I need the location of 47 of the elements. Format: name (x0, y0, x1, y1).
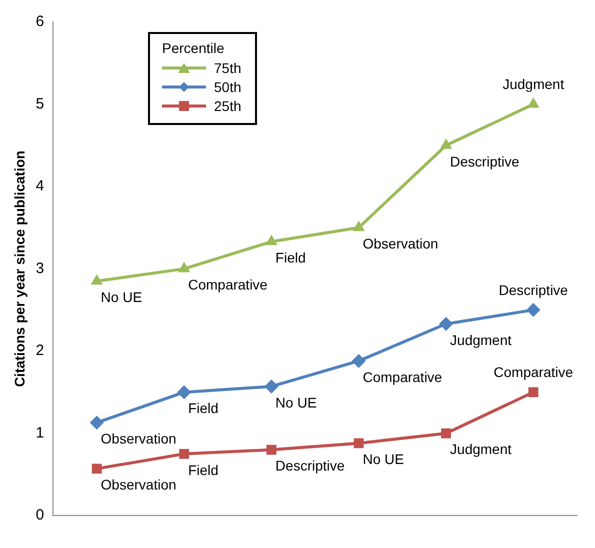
point (92, 464, 102, 474)
data-label: Field (275, 250, 306, 266)
point (179, 448, 190, 459)
legend-label: 75th (214, 60, 242, 76)
point (528, 387, 538, 398)
y-tick-label: 3 (36, 260, 44, 277)
point (352, 220, 365, 232)
legend-label: 25th (214, 98, 242, 114)
y-tick-label: 6 (36, 13, 44, 30)
legend-label: 50th (214, 79, 242, 95)
data-label: Judgment (502, 76, 564, 92)
data-label: Field (188, 462, 218, 478)
point (440, 138, 452, 149)
legend-title: Percentile (162, 40, 226, 56)
data-label: Descriptive (275, 458, 345, 474)
data-label: Judgment (450, 332, 512, 348)
data-label: Comparative (362, 368, 442, 385)
point (439, 316, 454, 331)
point (265, 234, 278, 246)
point (266, 444, 276, 455)
point (354, 438, 364, 448)
data-label: No UE (100, 289, 142, 305)
y-tick-label: 2 (36, 342, 44, 360)
point (526, 302, 540, 317)
point (90, 416, 104, 430)
data-label: No UE (275, 394, 317, 410)
y-tick-label: 0 (36, 506, 44, 524)
y-tick-label: 5 (36, 95, 44, 112)
y-tick-label: 4 (36, 178, 44, 195)
y-tick-label: 1 (36, 424, 44, 442)
point (352, 354, 366, 368)
data-label: Comparative (188, 276, 268, 293)
data-label: Comparative (494, 364, 574, 380)
data-label: Observation (100, 430, 176, 446)
point (441, 428, 451, 438)
data-label: Descriptive (450, 153, 520, 170)
point (178, 262, 190, 272)
data-label: Observation (362, 236, 438, 252)
point (264, 379, 278, 394)
point (177, 385, 192, 400)
data-label: Field (188, 400, 218, 416)
point (90, 274, 103, 285)
data-label: Judgment (450, 441, 512, 458)
y-axis-title: Citations per year since publication (11, 150, 28, 388)
data-label: Descriptive (498, 282, 568, 298)
data-label: Observation (100, 476, 176, 493)
data-label: No UE (362, 451, 404, 468)
